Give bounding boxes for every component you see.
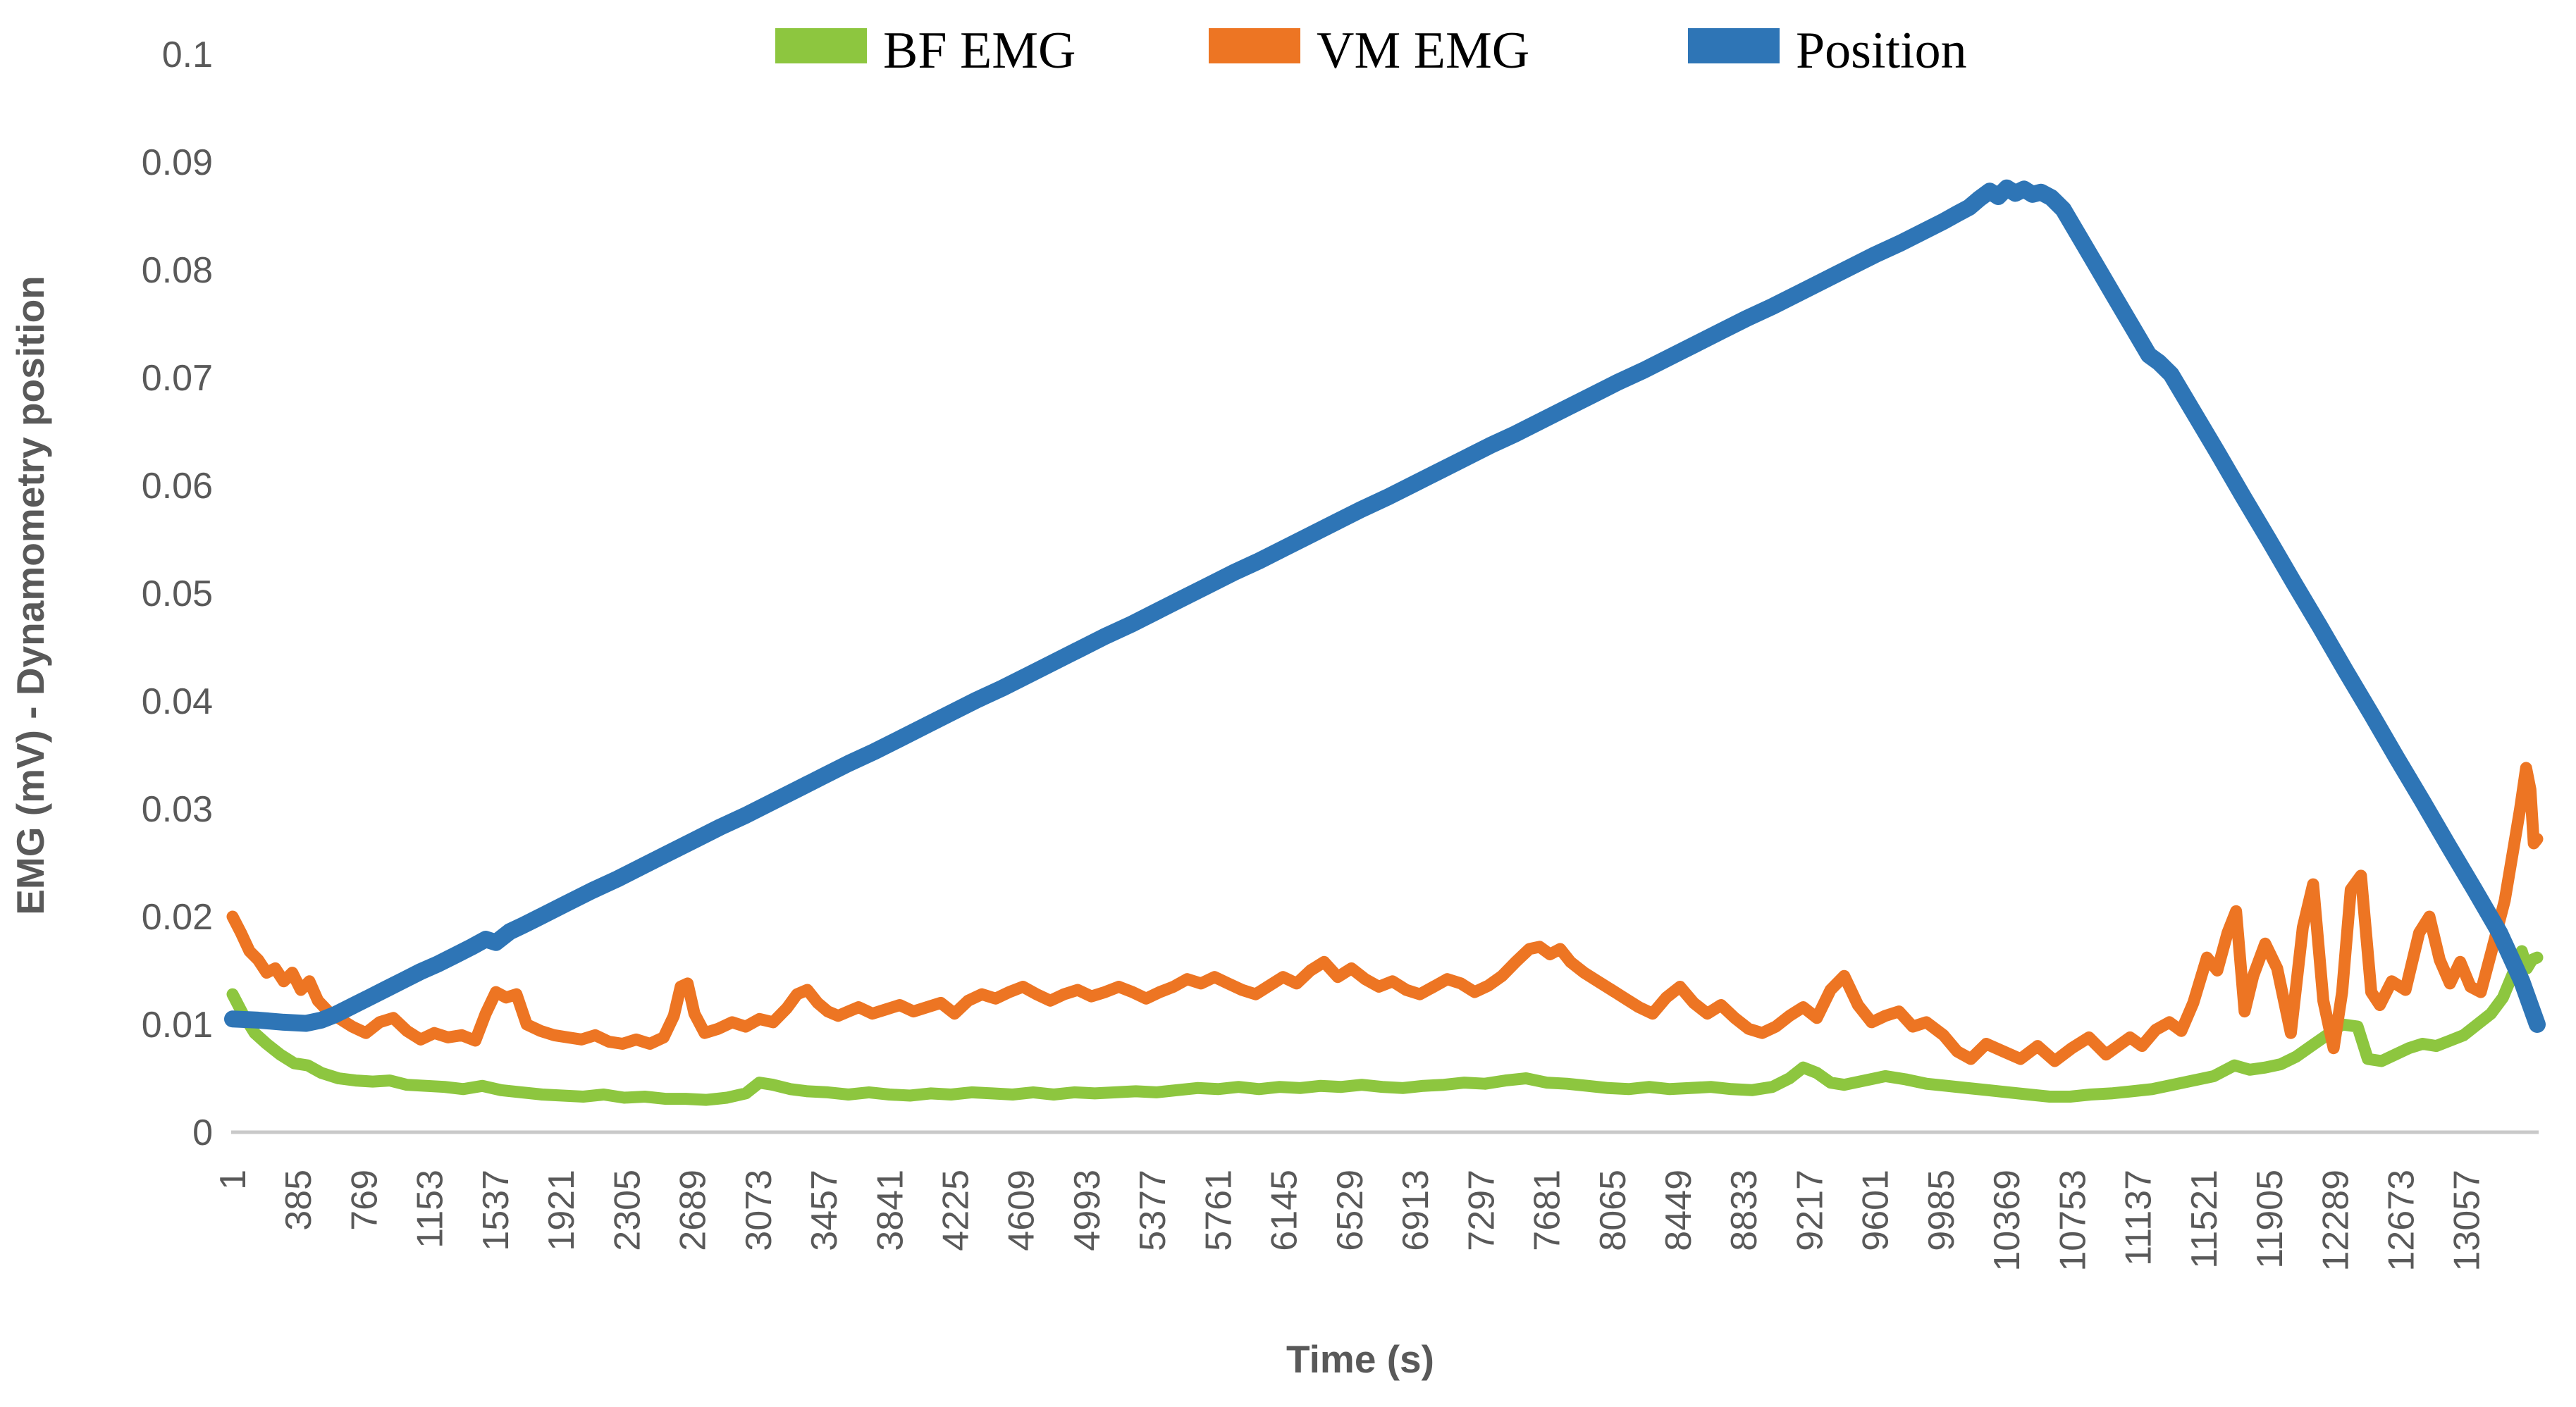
y-axis-title: EMG (mV) - Dynamometry position [8, 275, 52, 915]
y-tick-label: 0.03 [142, 789, 213, 830]
x-tick-label: 385 [278, 1170, 319, 1231]
x-tick-label: 6529 [1330, 1170, 1371, 1251]
y-tick-label: 0.1 [162, 35, 213, 75]
x-tick-label: 8833 [1724, 1170, 1765, 1251]
x-tick-label: 10753 [2052, 1170, 2093, 1272]
series-line-position [224, 179, 2546, 1033]
x-tick-label: 3073 [739, 1170, 779, 1251]
x-tick-label: 2305 [607, 1170, 648, 1251]
legend-swatch-bf-emg [775, 28, 867, 63]
x-tick-label: 8065 [1593, 1170, 1634, 1251]
y-axis-tick-labels: 0.1 0.09 0.08 0.07 0.06 0.05 0.04 0.03 0.02 0.01 0 [142, 35, 213, 1153]
x-tick-label: 2689 [673, 1170, 714, 1251]
x-tick-label: 5761 [1198, 1170, 1239, 1251]
x-tick-label: 4993 [1067, 1170, 1108, 1251]
y-tick-label: 0 [192, 1112, 213, 1153]
x-tick-label: 1153 [410, 1170, 451, 1248]
x-tick-label: 12289 [2315, 1170, 2356, 1272]
legend-label-vm-emg: VM EMG [1317, 22, 1529, 80]
x-tick-label: 3841 [870, 1170, 911, 1251]
legend-swatch-vm-emg [1209, 28, 1300, 63]
y-tick-label: 0.08 [142, 250, 213, 291]
x-axis-tick-labels: 1 385 769 1153 1537 1921 2305 2689 3073 3457 3841 4… [213, 1170, 2488, 1272]
x-tick-label: 7681 [1527, 1170, 1568, 1251]
chart-legend: BF EMG VM EMG Position [775, 22, 1967, 80]
x-tick-label: 7297 [1461, 1170, 1502, 1251]
x-tick-label: 11521 [2184, 1170, 2225, 1269]
legend-label-position: Position [1796, 22, 1967, 80]
y-tick-label: 0.09 [142, 142, 213, 183]
x-tick-label: 13057 [2447, 1170, 2488, 1272]
x-tick-label: 1921 [541, 1170, 582, 1251]
x-tick-label: 5377 [1133, 1170, 1173, 1251]
x-tick-label: 9601 [1856, 1170, 1897, 1251]
legend-swatch-position [1688, 28, 1780, 63]
y-tick-label: 0.04 [142, 681, 213, 722]
x-tick-label: 1537 [476, 1170, 517, 1251]
x-tick-label: 769 [344, 1170, 385, 1231]
x-axis-title: Time (s) [1286, 1337, 1434, 1381]
x-tick-label: 9217 [1789, 1170, 1830, 1251]
x-tick-label: 8449 [1658, 1170, 1699, 1251]
x-tick-label: 10369 [1987, 1170, 2028, 1272]
x-tick-label: 3457 [804, 1170, 845, 1251]
y-tick-label: 0.05 [142, 574, 213, 614]
x-tick-label: 4609 [1002, 1170, 1042, 1251]
y-tick-label: 0.06 [142, 466, 213, 507]
x-tick-label: 11905 [2250, 1170, 2291, 1269]
x-tick-label: 11137 [2119, 1170, 2159, 1266]
legend-label-bf-emg: BF EMG [883, 22, 1076, 80]
x-tick-label: 1 [213, 1170, 254, 1190]
x-tick-label: 9985 [1921, 1170, 1962, 1251]
x-tick-label: 12673 [2381, 1170, 2422, 1272]
y-tick-label: 0.02 [142, 897, 213, 938]
chart-series-lines [224, 179, 2546, 1106]
x-tick-label: 6913 [1395, 1170, 1436, 1251]
y-tick-label: 0.07 [142, 358, 213, 399]
y-tick-label: 0.01 [142, 1005, 213, 1046]
x-tick-label: 6145 [1264, 1170, 1305, 1251]
series-line-vm-emg [226, 762, 2544, 1067]
x-tick-label: 4225 [936, 1170, 977, 1251]
series-line-bf-emg [226, 945, 2544, 1106]
